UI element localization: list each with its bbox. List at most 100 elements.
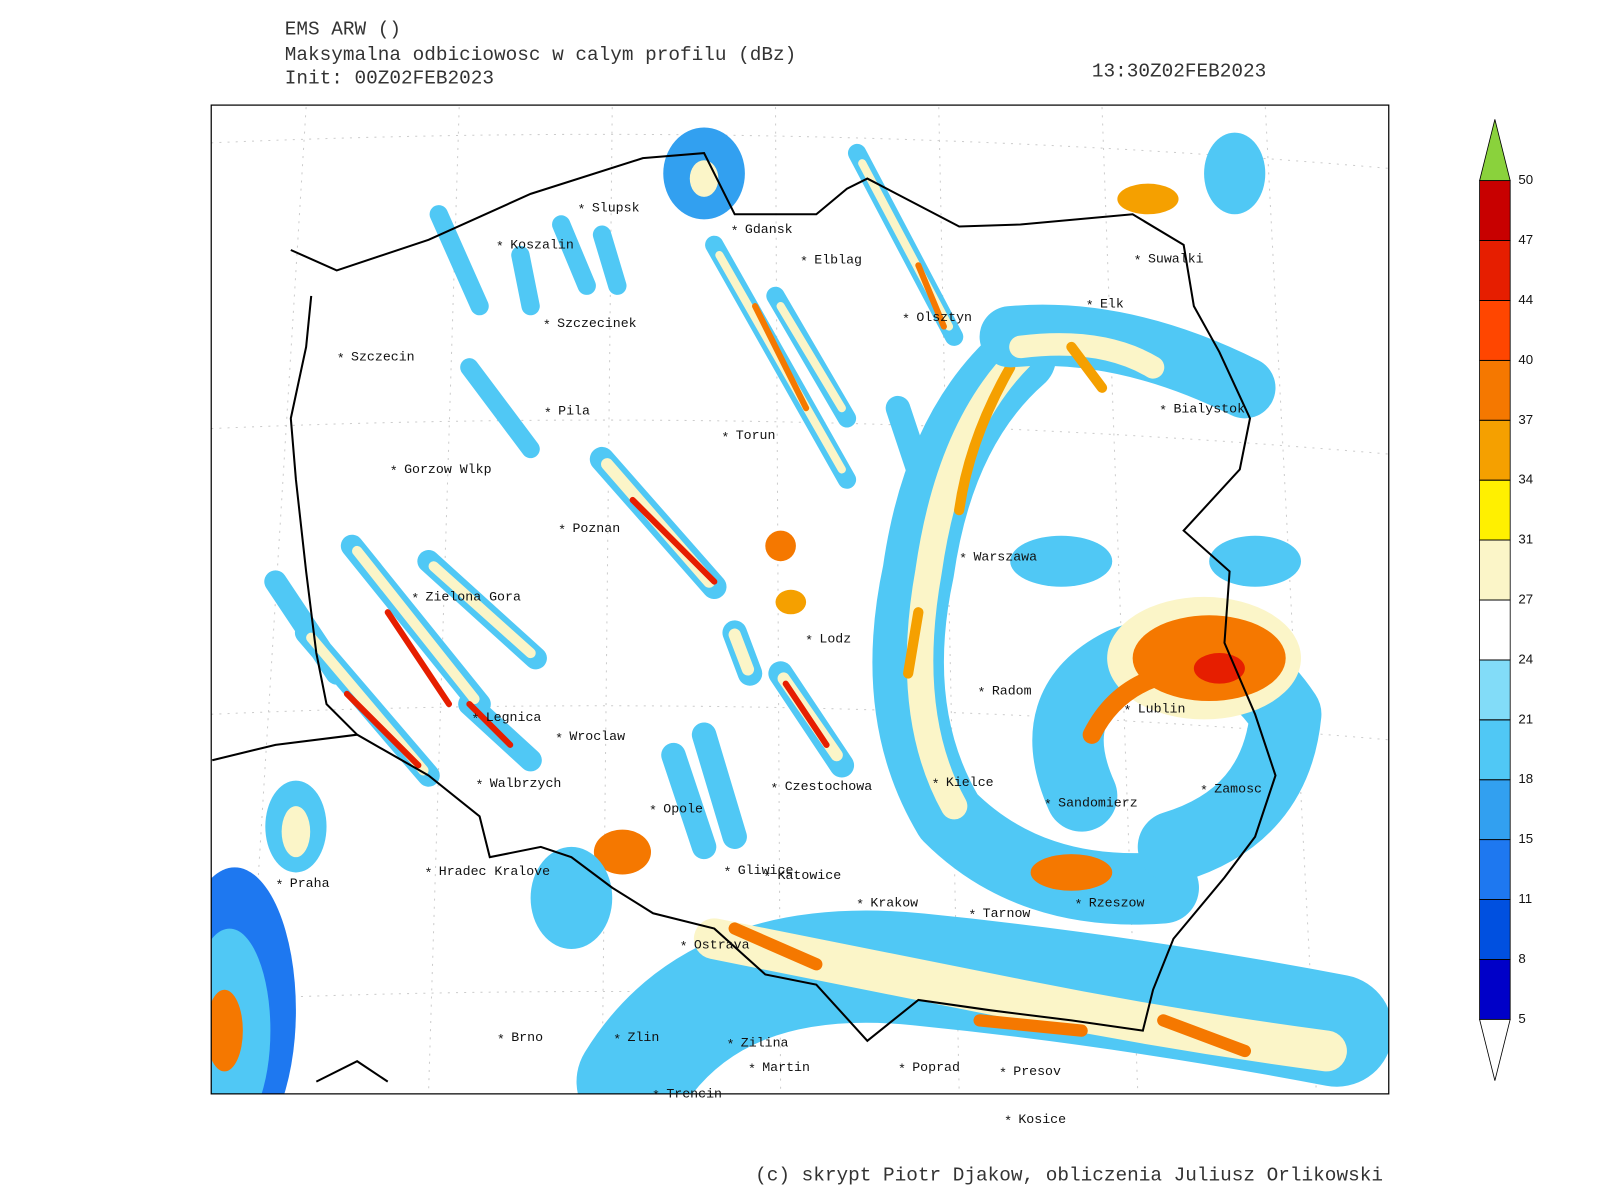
city-label: Szczecinek — [557, 316, 637, 331]
city-marker: * — [544, 406, 552, 421]
city-label: Wroclaw — [569, 729, 625, 744]
city-marker: * — [731, 224, 739, 239]
city-label: Koszalin — [510, 237, 574, 252]
colorbar-box — [1479, 479, 1511, 541]
city-marker: * — [959, 552, 967, 567]
city-label: Poznan — [572, 521, 620, 536]
init-time: Init: 00Z02FEB2023 — [285, 68, 494, 90]
colorbar-box — [1479, 240, 1511, 301]
city-label: Sandomierz — [1058, 796, 1138, 811]
colorbar-label: 24 — [1518, 651, 1533, 666]
colorbar-label: 37 — [1518, 412, 1533, 427]
city-label: Pila — [558, 404, 590, 419]
city-marker: * — [1134, 254, 1142, 269]
colorbar-box — [1479, 599, 1511, 661]
city-marker: * — [613, 1032, 621, 1047]
colorbar-box — [1479, 419, 1511, 481]
city-marker: * — [1123, 704, 1131, 719]
map-layer: EMS ARW () Maksymalna odbiciowosc w caly… — [210, 19, 1533, 1187]
colorbar-label: 40 — [1518, 352, 1533, 367]
colorbar-label: 15 — [1518, 831, 1533, 846]
colorbar-label: 47 — [1518, 232, 1533, 247]
city-label: Gdansk — [745, 222, 793, 237]
city-label: Elk — [1100, 297, 1124, 312]
city-label: Gorzow Wlkp — [404, 462, 492, 477]
model-title: EMS ARW () — [285, 19, 401, 41]
city-marker: * — [390, 464, 398, 479]
colorbar-box — [1479, 539, 1511, 601]
city-marker: * — [558, 523, 566, 538]
city-label: Trencin — [666, 1086, 722, 1101]
colorbar-label: 8 — [1518, 951, 1525, 966]
city-marker: * — [476, 778, 484, 793]
city-label: Lublin — [1138, 702, 1186, 717]
city-marker: * — [999, 1066, 1007, 1081]
city-marker: * — [723, 865, 731, 880]
city-marker: * — [424, 866, 432, 881]
city-label: Lodz — [819, 631, 851, 646]
colorbar-over — [1479, 119, 1511, 182]
credit: (c) skrypt Piotr Djakow, obliczenia Juli… — [755, 1165, 1383, 1187]
city-marker: * — [555, 731, 563, 746]
city-marker: * — [727, 1037, 735, 1052]
colorbar-box — [1479, 959, 1511, 1020]
city-marker: * — [763, 870, 771, 885]
colorbar: 5 8 11 15 18 21 24 27 31 34 37 40 44 47 50 — [1479, 119, 1533, 1081]
colorbar-label: 31 — [1518, 532, 1533, 547]
colorbar-box — [1479, 300, 1511, 361]
city-marker: * — [652, 1088, 660, 1103]
map-frame — [210, 104, 1390, 1095]
city-marker: * — [721, 430, 729, 445]
city-label: Opole — [663, 802, 703, 817]
city-label: Torun — [736, 428, 776, 443]
city-label: Katowice — [778, 868, 842, 883]
colorbar-under — [1479, 1018, 1511, 1081]
city-label: Rzeszow — [1089, 896, 1145, 911]
city-marker: * — [1159, 404, 1167, 419]
city-marker: * — [902, 312, 910, 327]
city-marker: * — [1086, 299, 1094, 314]
city-label: Zlin — [628, 1030, 660, 1045]
colorbar-label: 44 — [1518, 292, 1533, 307]
city-label: Martin — [762, 1060, 810, 1075]
city-label: Krakow — [870, 896, 918, 911]
city-label: Hradec Kralove — [439, 864, 550, 879]
city-label: Legnica — [486, 710, 542, 725]
colorbar-box — [1479, 659, 1511, 721]
city-label: Gliwice — [738, 863, 794, 878]
city-label: Radom — [992, 683, 1032, 698]
city-marker: * — [578, 203, 586, 218]
city-marker: * — [932, 777, 940, 792]
city-label: Zilina — [741, 1035, 789, 1050]
valid-time: 13:30Z02FEB2023 — [1092, 61, 1266, 83]
city-marker: * — [1074, 898, 1082, 913]
colorbar-box — [1479, 899, 1511, 960]
city-marker: * — [898, 1062, 906, 1077]
city-marker: * — [680, 939, 688, 954]
city-marker: * — [497, 1032, 505, 1047]
colorbar-label: 5 — [1518, 1011, 1525, 1026]
colorbar-label: 34 — [1518, 472, 1533, 487]
city-marker: * — [968, 908, 976, 923]
colorbar-box — [1479, 779, 1511, 841]
city-label: Slupsk — [592, 201, 640, 216]
colorbar-label: 11 — [1518, 891, 1532, 906]
city-marker: * — [337, 352, 345, 367]
city-label: Walbrzych — [490, 776, 562, 791]
city-label: Elblag — [814, 253, 862, 268]
city-label: Tarnow — [983, 906, 1031, 921]
city-label: Poprad — [912, 1060, 960, 1075]
city-marker: * — [1004, 1114, 1012, 1129]
city-marker: * — [800, 255, 808, 270]
city-marker: * — [978, 685, 986, 700]
city-marker: * — [1044, 798, 1052, 813]
city-label: Kielce — [946, 775, 994, 790]
field-title: Maksymalna odbiciowosc w calym profilu (… — [285, 44, 797, 66]
colorbar-label: 50 — [1518, 172, 1533, 187]
colorbar-label: 21 — [1518, 711, 1533, 726]
colorbar-box — [1479, 180, 1511, 241]
city-marker: * — [770, 781, 778, 796]
city-label: Warszawa — [973, 550, 1037, 565]
colorbar-box — [1479, 719, 1511, 781]
